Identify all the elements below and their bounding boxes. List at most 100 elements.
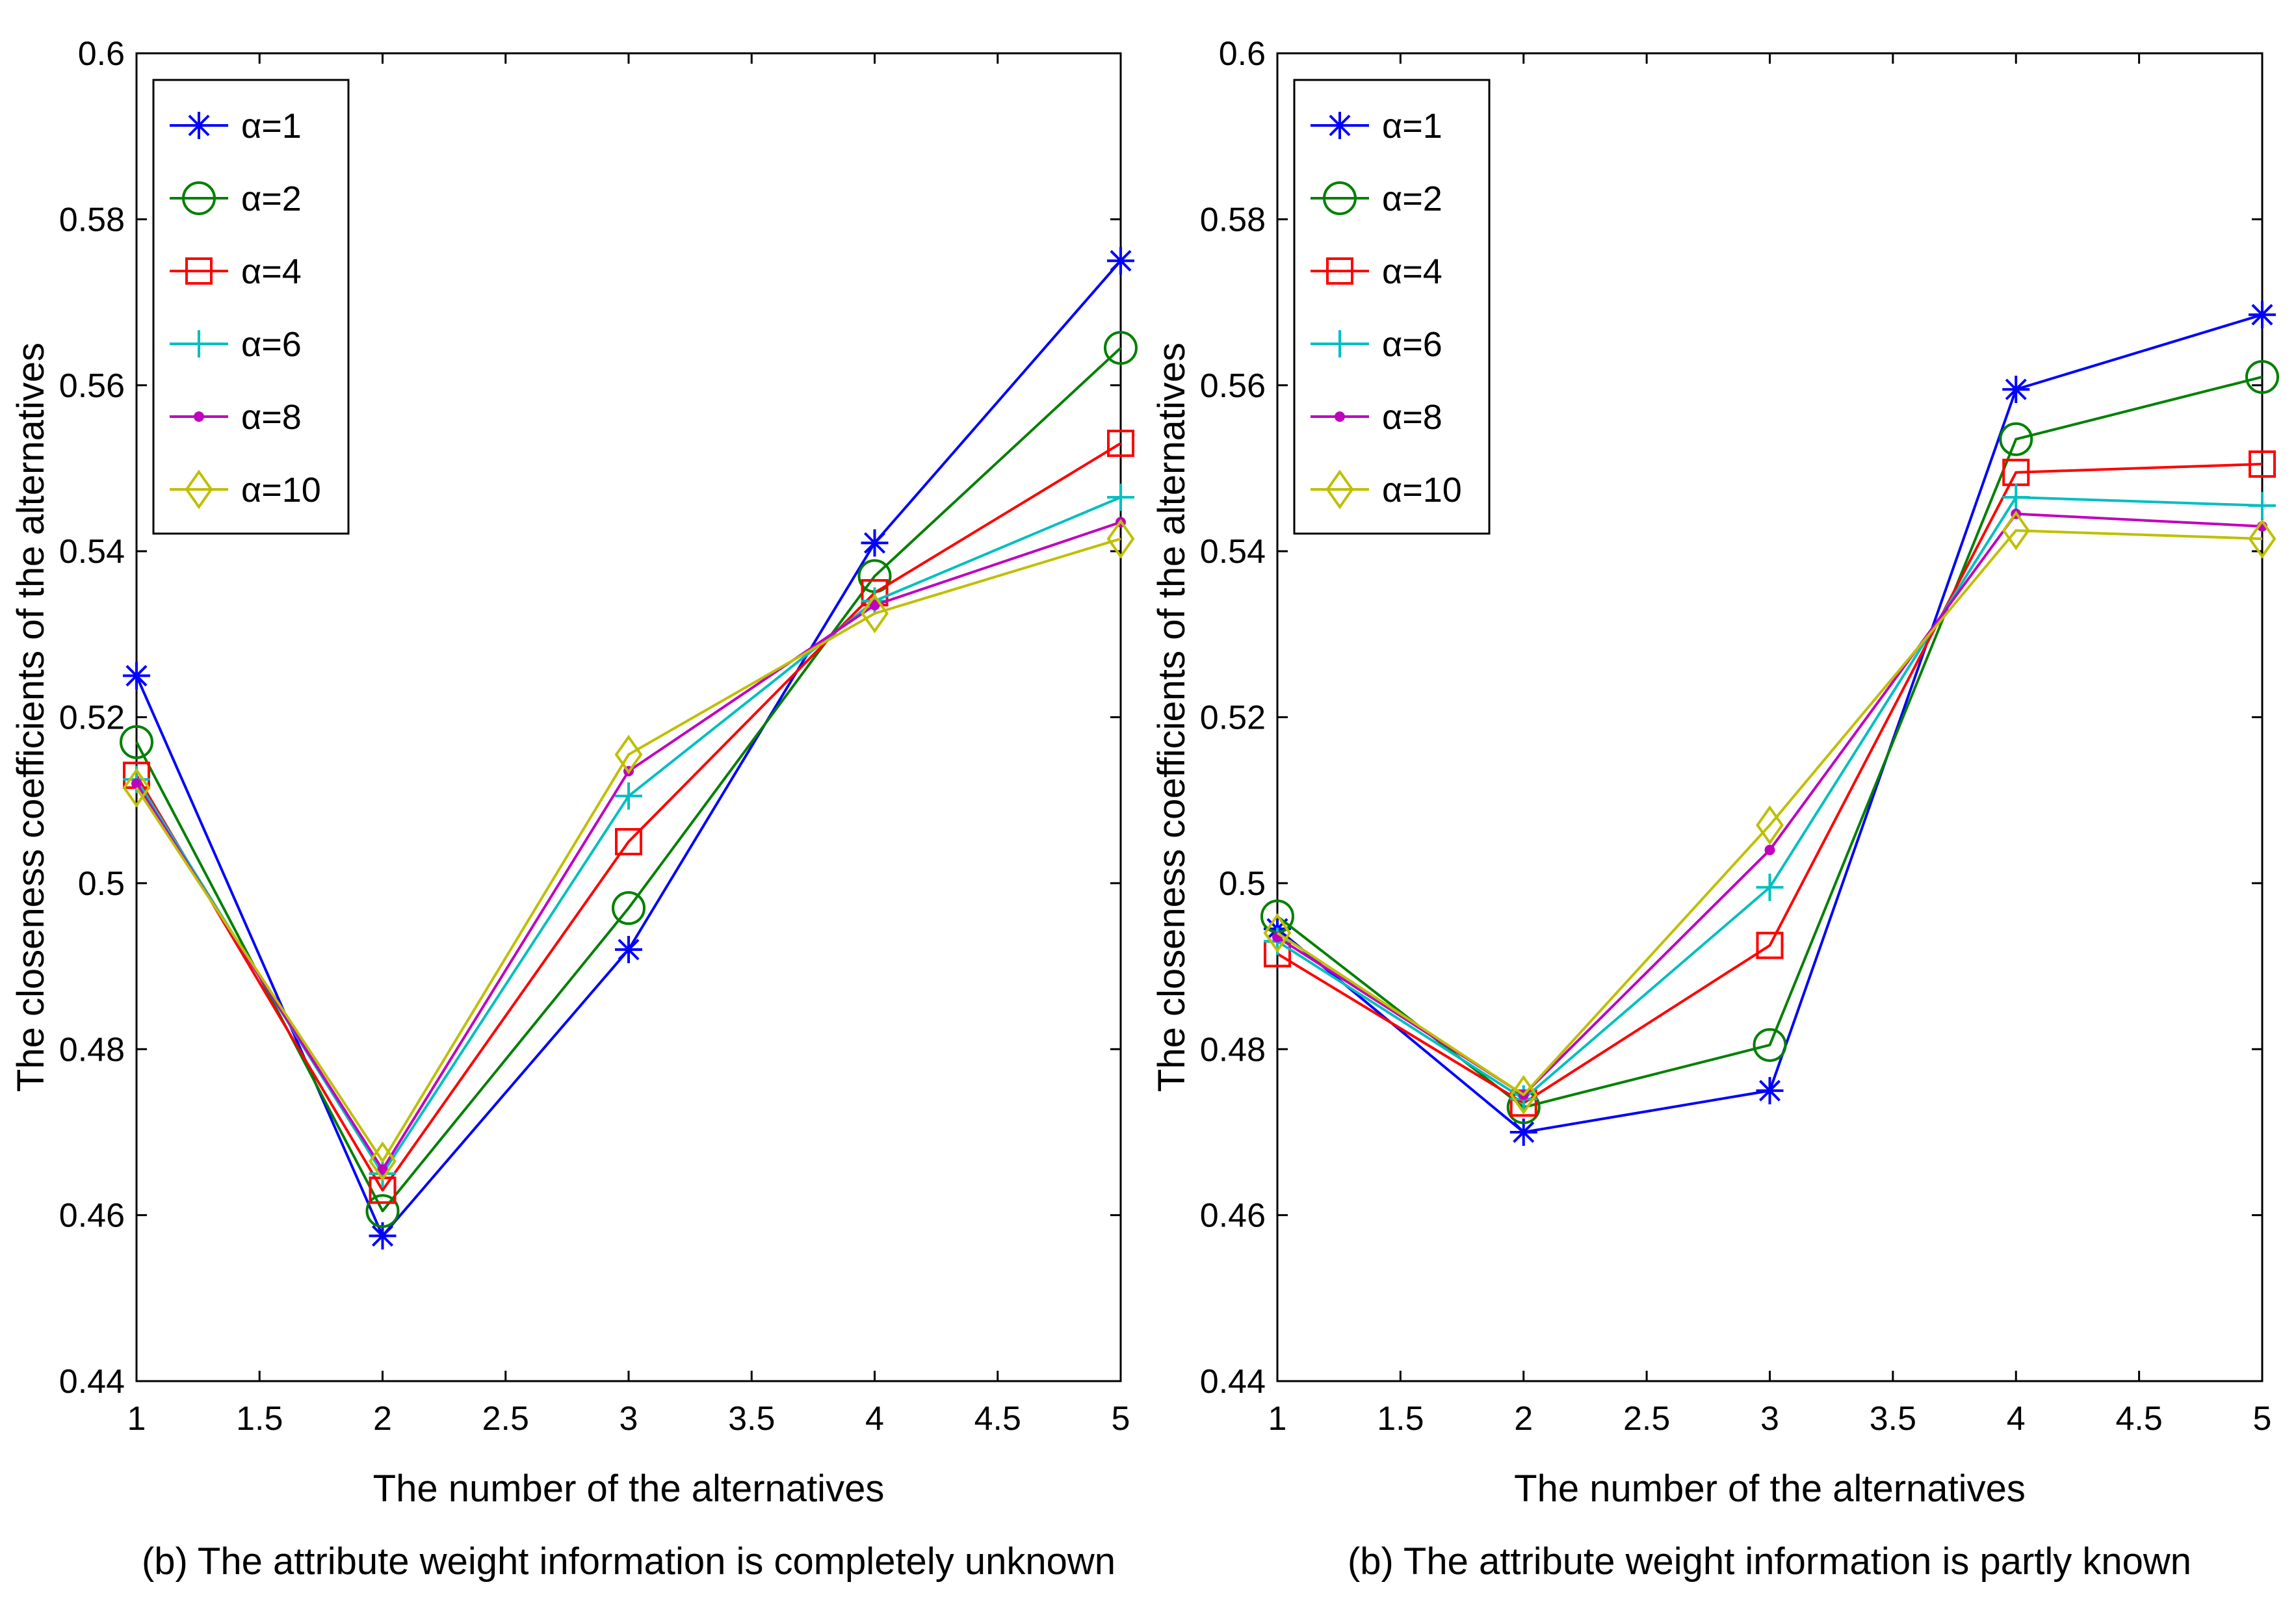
x-tick-label: 3.5 bbox=[728, 1400, 775, 1438]
y-tick-label: 0.44 bbox=[59, 1363, 125, 1401]
x-tick-label: 5 bbox=[2253, 1400, 2272, 1438]
y-tick-label: 0.56 bbox=[1200, 367, 1266, 405]
x-tick-label: 2.5 bbox=[482, 1400, 529, 1438]
legend-asterisk-marker bbox=[1326, 112, 1353, 139]
legend-entry-1: α=1 bbox=[170, 107, 302, 146]
data-point-diamond-marker bbox=[2248, 519, 2276, 559]
legend-entry-4: α=6 bbox=[170, 325, 302, 364]
figure-caption: (b) The attribute weight information is … bbox=[1348, 1540, 2191, 1583]
legend-label: α=1 bbox=[1382, 107, 1442, 146]
legend-diamond-marker bbox=[185, 469, 213, 510]
legend-plus-marker bbox=[185, 330, 213, 357]
data-point-circle-marker bbox=[1753, 1028, 1787, 1062]
y-tick-label: 0.6 bbox=[78, 35, 125, 73]
y-axis-label: The closeness coefficients of the altern… bbox=[10, 343, 52, 1092]
data-point-dot-marker bbox=[377, 1164, 388, 1175]
legend-diamond-marker bbox=[1325, 469, 1354, 510]
y-tick-label: 0.54 bbox=[59, 533, 125, 571]
series-1 bbox=[123, 247, 1134, 1250]
data-point-square-marker bbox=[1756, 931, 1784, 959]
series-6 bbox=[122, 519, 1135, 1182]
y-tick-label: 0.56 bbox=[59, 367, 125, 405]
x-tick-label: 1.5 bbox=[236, 1400, 283, 1438]
data-point-plus-marker bbox=[2002, 484, 2030, 512]
data-point-circle-marker bbox=[1104, 331, 1138, 365]
legend-label: α=1 bbox=[241, 107, 302, 146]
data-point-diamond-marker bbox=[1509, 1075, 1538, 1115]
legend-entry-4: α=6 bbox=[1311, 325, 1442, 364]
y-tick-label: 0.6 bbox=[1219, 35, 1266, 73]
series-6 bbox=[1263, 510, 2276, 1115]
data-point-diamond-marker bbox=[1106, 519, 1135, 559]
data-point-asterisk-marker bbox=[1107, 247, 1134, 275]
series-line bbox=[135, 537, 1121, 1163]
y-tick-label: 0.58 bbox=[59, 201, 125, 239]
legend-box bbox=[152, 79, 350, 535]
data-point-diamond-marker bbox=[2002, 510, 2030, 550]
legend-box bbox=[1293, 79, 1491, 535]
legend-label: α=6 bbox=[241, 325, 302, 364]
x-tick-label: 3.5 bbox=[1870, 1400, 1916, 1438]
data-point-diamond-marker bbox=[614, 734, 643, 775]
x-tick-label: 4.5 bbox=[2115, 1400, 2162, 1438]
legend-entry-2: α=2 bbox=[1311, 179, 1442, 218]
x-tick-label: 2 bbox=[373, 1400, 392, 1438]
legend-entry-5: α=8 bbox=[1311, 398, 1442, 437]
legend-entry-2: α=2 bbox=[170, 179, 302, 218]
data-point-asterisk-marker bbox=[2002, 376, 2030, 404]
data-point-circle-marker bbox=[2245, 359, 2279, 394]
legend-label: α=6 bbox=[1382, 325, 1442, 364]
x-tick-label: 4 bbox=[2007, 1400, 2026, 1438]
data-point-square-marker bbox=[1107, 430, 1134, 458]
data-point-dot-marker bbox=[1764, 844, 1775, 855]
data-point-square-marker bbox=[615, 828, 642, 856]
x-tick-label: 2 bbox=[1514, 1400, 1533, 1438]
data-point-square-marker bbox=[2249, 450, 2276, 478]
series-line bbox=[1276, 463, 2263, 1105]
x-tick-label: 4.5 bbox=[974, 1400, 1021, 1438]
y-tick-label: 0.54 bbox=[1200, 533, 1266, 571]
data-point-plus-marker bbox=[615, 782, 642, 810]
data-point-circle-marker bbox=[1999, 422, 2033, 456]
legend-entry-6: α=10 bbox=[1311, 469, 1462, 510]
y-tick-label: 0.46 bbox=[59, 1197, 125, 1235]
y-axis-label: The closeness coefficients of the altern… bbox=[1151, 343, 1193, 1092]
data-point-dot-marker bbox=[131, 778, 142, 789]
legend: α=1 α=2 α=4 α=6 α=8 α=10 bbox=[152, 79, 350, 535]
y-tick-label: 0.52 bbox=[1200, 699, 1266, 737]
legend-entry-6: α=10 bbox=[170, 469, 321, 510]
data-point-plus-marker bbox=[2249, 491, 2276, 519]
x-axis-label: The number of the alternatives bbox=[1514, 1468, 2026, 1510]
legend-label: α=10 bbox=[1382, 471, 1462, 510]
legend-label: α=2 bbox=[241, 179, 302, 218]
y-tick-label: 0.5 bbox=[1219, 865, 1266, 903]
legend-label: α=8 bbox=[241, 398, 302, 437]
chart-panel-1: 1 1.5 2 2.5 3 3.5 4 4.5 5 0.44 0.46 0.48 0.5 0.52 0.54… bbox=[10, 35, 1138, 1583]
data-point-diamond-marker bbox=[861, 593, 889, 634]
x-tick-label: 1 bbox=[127, 1400, 146, 1438]
data-point-asterisk-marker bbox=[615, 936, 642, 964]
data-point-circle-marker bbox=[365, 1194, 400, 1228]
data-point-asterisk-marker bbox=[861, 529, 889, 557]
data-point-diamond-marker bbox=[1263, 913, 1292, 953]
y-tick-label: 0.58 bbox=[1200, 201, 1266, 239]
legend-label: α=4 bbox=[1382, 252, 1442, 291]
data-point-diamond-marker bbox=[122, 768, 151, 808]
x-tick-label: 3 bbox=[620, 1400, 638, 1438]
legend-square-marker bbox=[1326, 257, 1353, 285]
data-point-asterisk-marker bbox=[1756, 1077, 1784, 1105]
series-line bbox=[1276, 529, 2263, 1096]
legend-label: α=10 bbox=[241, 471, 321, 510]
series-line bbox=[135, 346, 1122, 1213]
series-2 bbox=[120, 331, 1138, 1228]
legend-dot-marker bbox=[1335, 411, 1345, 422]
x-tick-label: 1 bbox=[1268, 1400, 1287, 1438]
x-tick-label: 1.5 bbox=[1377, 1400, 1424, 1438]
y-tick-label: 0.5 bbox=[78, 865, 125, 903]
y-tick-label: 0.48 bbox=[1200, 1031, 1266, 1069]
y-tick-label: 0.44 bbox=[1200, 1363, 1266, 1401]
data-point-circle-marker bbox=[612, 891, 646, 926]
legend-circle-marker bbox=[182, 181, 216, 215]
data-point-asterisk-marker bbox=[1509, 1118, 1537, 1146]
data-point-diamond-marker bbox=[369, 1141, 397, 1182]
